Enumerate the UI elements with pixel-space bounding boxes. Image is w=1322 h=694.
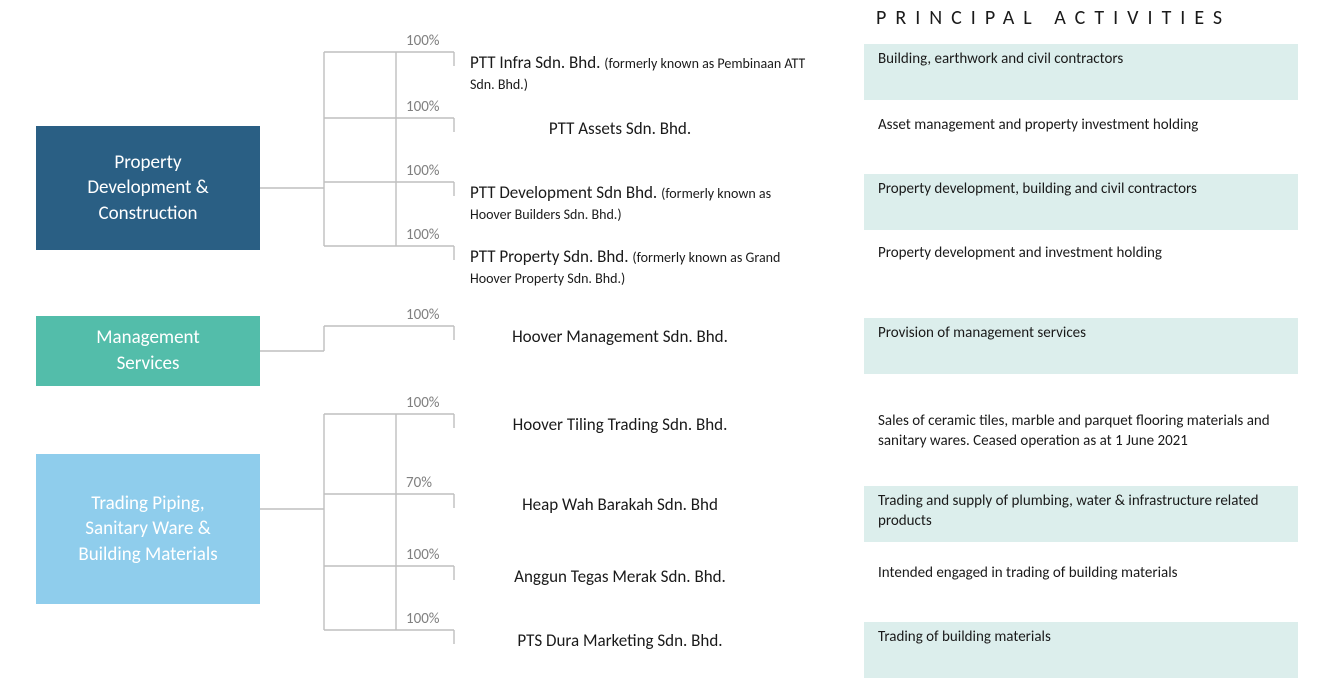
activity-pts-dura: Trading of building materials [864,622,1298,678]
subsidiary-name-hoover-mgmt: Hoover Management Sdn. Bhd. [512,326,728,347]
ownership-pct-pts-dura: 100% [406,610,440,628]
activity-ptt-infra: Building, earthwork and civil contractor… [864,44,1298,100]
cat-trading: Trading Piping,Sanitary Ware &Building M… [36,454,260,604]
ownership-pct-anggun: 100% [406,546,440,564]
ownership-pct-ptt-assets: 100% [406,98,440,116]
subsidiary-name-ptt-prop: PTT Property Sdn. Bhd. (formerly known a… [470,246,810,289]
header-principal-activities: PRINCIPAL ACTIVITIES [876,6,1231,30]
activity-hoover-mgmt: Provision of management services [864,318,1298,374]
org-chart: PRINCIPAL ACTIVITIES 100% PTT Infra Sdn. … [0,0,1322,694]
subsidiary-name-ptt-assets: PTT Assets Sdn. Bhd. [549,118,691,139]
subsidiary-name-main: Anggun Tegas Merak Sdn. Bhd. [514,566,726,587]
subsidiary-name-main: Hoover Management Sdn. Bhd. [512,326,728,347]
activity-ptt-assets: Asset management and property investment… [864,110,1298,166]
subsidiary-name-main: PTT Development Sdn Bhd. [470,182,657,203]
subsidiary-name-main: PTT Assets Sdn. Bhd. [549,118,691,139]
activity-ptt-dev: Property development, building and civil… [864,174,1298,230]
ownership-pct-heap-wah: 70% [406,474,432,492]
cat-management: ManagementServices [36,316,260,386]
subsidiary-name-main: PTT Property Sdn. Bhd. [470,246,629,267]
subsidiary-name-main: PTT Infra Sdn. Bhd. [470,52,600,73]
ownership-pct-hoover-mgmt: 100% [406,306,440,324]
activity-hoover-tiling: Sales of ceramic tiles, marble and parqu… [864,406,1298,462]
activity-anggun: Intended engaged in trading of building … [864,558,1298,614]
subsidiary-name-main: PTS Dura Marketing Sdn. Bhd. [517,630,722,651]
subsidiary-name-main: Hoover Tiling Trading Sdn. Bhd. [513,414,728,435]
ownership-pct-ptt-infra: 100% [406,32,440,50]
cat-property: PropertyDevelopment &Construction [36,126,260,250]
subsidiary-name-hoover-tiling: Hoover Tiling Trading Sdn. Bhd. [513,414,728,435]
activity-heap-wah: Trading and supply of plumbing, water & … [864,486,1298,542]
activity-ptt-prop: Property development and investment hold… [864,238,1298,294]
ownership-pct-hoover-tiling: 100% [406,394,440,412]
ownership-pct-ptt-prop: 100% [406,226,440,244]
subsidiary-name-heap-wah: Heap Wah Barakah Sdn. Bhd [522,494,718,515]
ownership-pct-ptt-dev: 100% [406,162,440,180]
subsidiary-name-pts-dura: PTS Dura Marketing Sdn. Bhd. [517,630,722,651]
subsidiary-name-ptt-dev: PTT Development Sdn Bhd. (formerly known… [470,182,810,225]
subsidiary-name-main: Heap Wah Barakah Sdn. Bhd [522,494,718,515]
subsidiary-name-anggun: Anggun Tegas Merak Sdn. Bhd. [514,566,726,587]
subsidiary-name-ptt-infra: PTT Infra Sdn. Bhd. (formerly known as P… [470,52,810,95]
